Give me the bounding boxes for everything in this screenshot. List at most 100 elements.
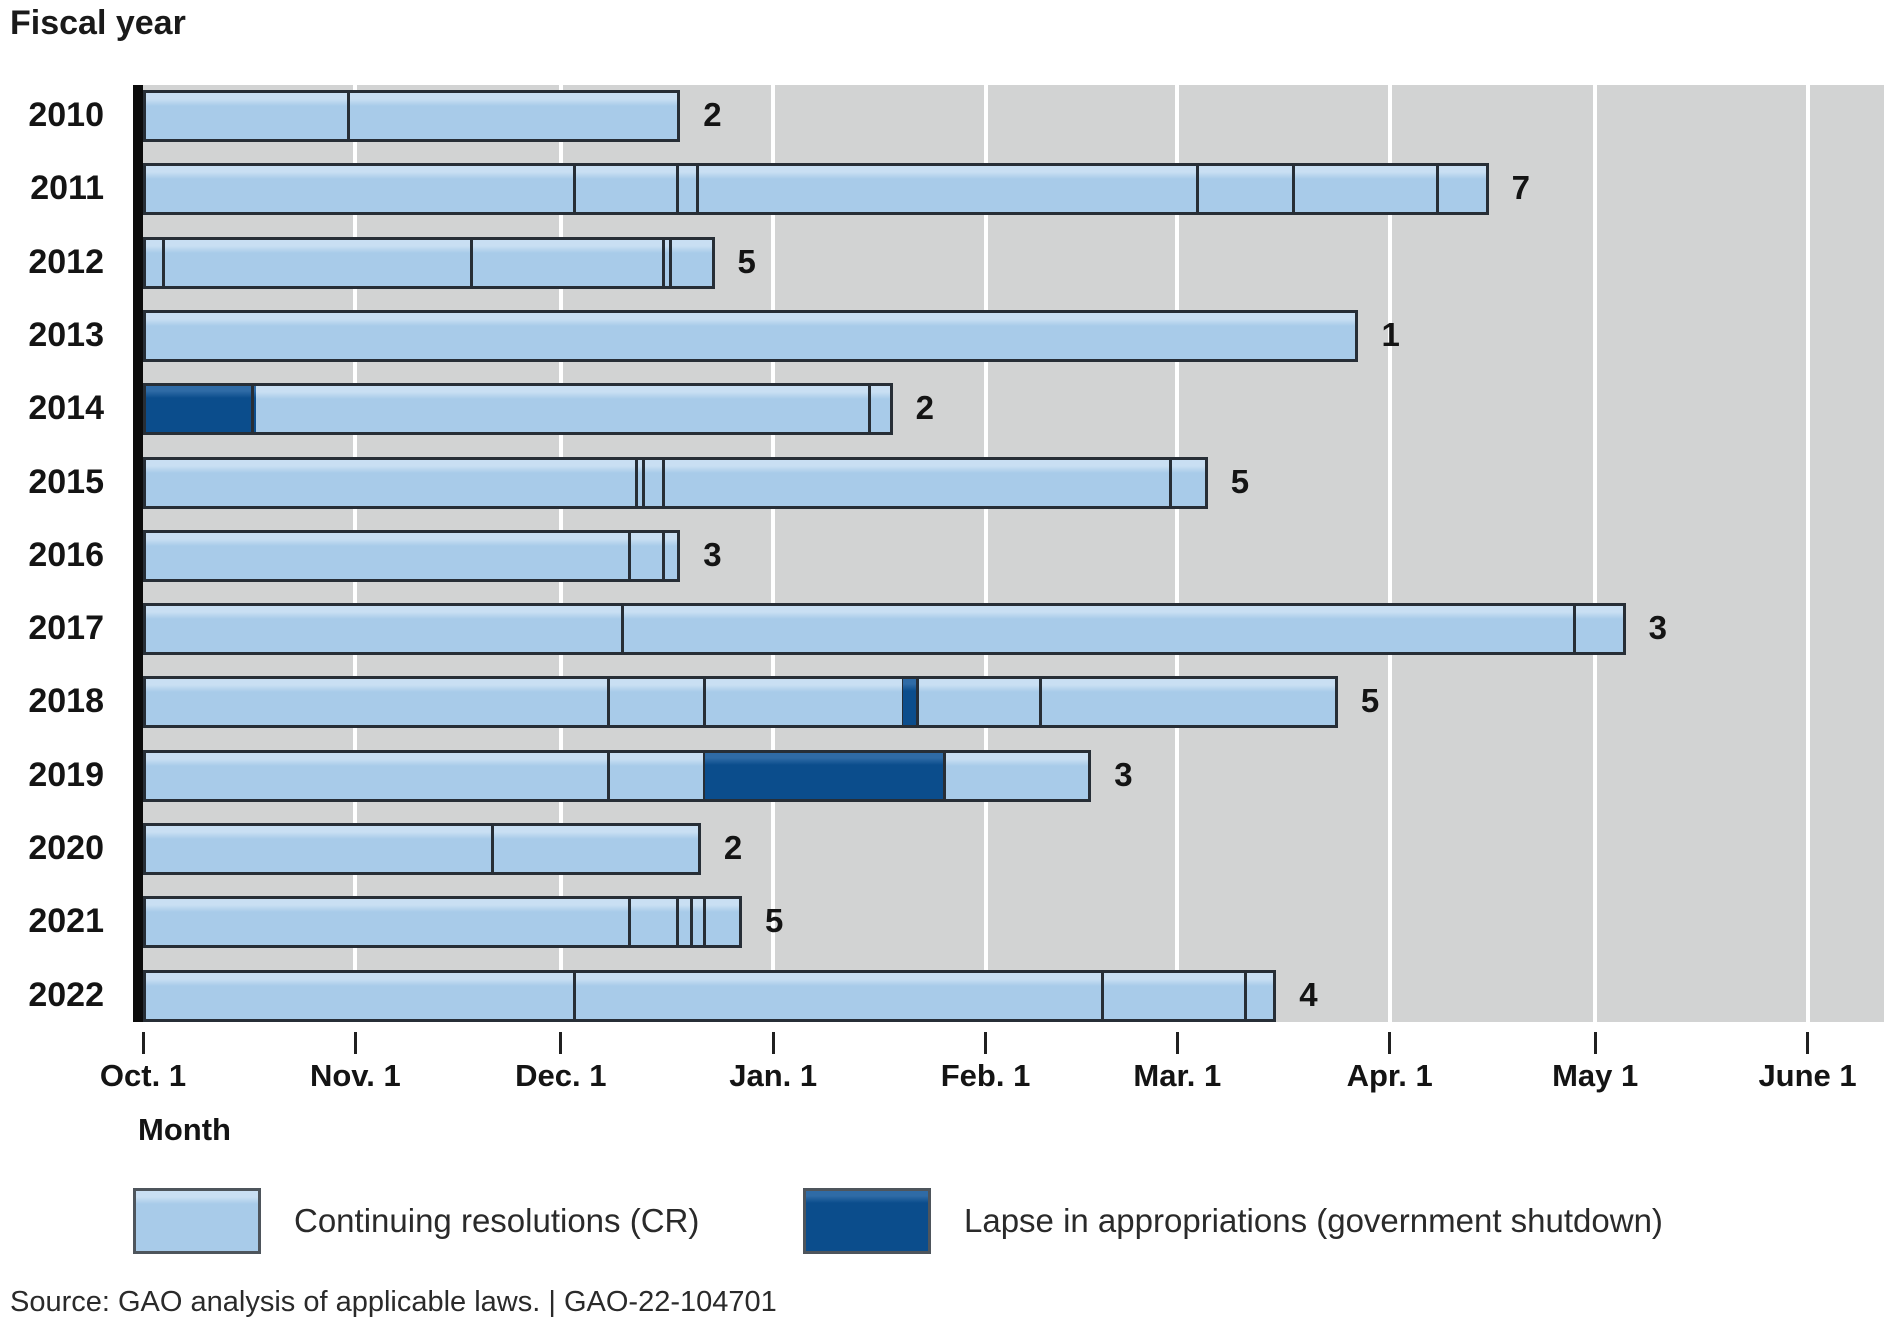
legend-swatch-cr <box>133 1188 261 1254</box>
segment-divider <box>1292 166 1296 213</box>
x-tick <box>559 1032 563 1054</box>
gridline-May1 <box>1593 85 1598 1022</box>
cr-count-label-2013: 1 <box>1381 315 1400 353</box>
x-tick <box>1806 1032 1810 1054</box>
segment-divider <box>1436 166 1440 213</box>
bar-row-2020 <box>143 823 701 875</box>
bar-row-2016 <box>143 529 681 582</box>
segment-divider <box>251 386 255 433</box>
segment-divider <box>703 899 707 946</box>
segment-divider <box>1196 166 1200 213</box>
legend-label-cr: Continuing resolutions (CR) <box>294 1202 700 1239</box>
segment-divider <box>347 93 350 139</box>
year-label-2013: 2013 <box>28 315 104 354</box>
year-label-2020: 2020 <box>28 829 104 867</box>
gridline-Feb1 <box>983 85 988 1022</box>
bar-segment-lapse-2018 <box>903 679 918 726</box>
cr-count-label-2019: 3 <box>1114 755 1133 793</box>
segment-divider <box>162 239 166 286</box>
segment-divider <box>607 679 611 726</box>
plot-area <box>133 85 1884 1022</box>
x-axis-month-label: Month <box>138 1112 231 1147</box>
x-tick <box>141 1032 145 1054</box>
bar-row-2013 <box>143 309 1359 362</box>
segment-divider <box>696 166 700 213</box>
bar-row-2010 <box>143 90 681 142</box>
x-tick-label: May 1 <box>1552 1058 1639 1093</box>
segment-divider <box>627 532 631 579</box>
segment-divider <box>662 239 666 286</box>
segment-divider <box>573 166 577 213</box>
cr-count-label-2017: 3 <box>1648 609 1667 647</box>
year-label-2018: 2018 <box>28 682 104 721</box>
bar-row-2019 <box>143 749 1092 802</box>
cr-count-label-2018: 5 <box>1360 682 1380 720</box>
gridline-Jan1 <box>771 85 776 1022</box>
segment-divider <box>1244 972 1248 1019</box>
segment-divider <box>703 679 707 726</box>
bar-row-2018 <box>143 676 1338 729</box>
segment-divider <box>573 972 577 1019</box>
cr-count-label-2012: 5 <box>737 242 756 280</box>
cr-count-label-2015: 5 <box>1230 462 1250 500</box>
x-tick-label: Jan. 1 <box>729 1058 818 1093</box>
x-tick <box>1593 1032 1597 1054</box>
segment-divider <box>627 899 631 946</box>
bar-row-2021 <box>143 896 742 949</box>
segment-divider <box>675 899 679 946</box>
x-tick-label: Feb. 1 <box>940 1058 1031 1093</box>
segment-divider <box>675 166 679 213</box>
bar-row-2012 <box>143 236 715 289</box>
segment-divider <box>607 752 611 799</box>
segment-divider <box>621 606 624 653</box>
segment-divider <box>1169 459 1172 506</box>
cr-count-label-2021: 5 <box>764 902 784 940</box>
gridline-June1 <box>1805 85 1810 1022</box>
segment-divider <box>1573 606 1577 653</box>
segment-divider <box>662 459 666 506</box>
year-label-2017: 2017 <box>28 609 104 648</box>
x-tick <box>353 1032 357 1054</box>
cr-count-label-2011: 7 <box>1511 169 1530 207</box>
bar-row-2022 <box>143 969 1277 1022</box>
bar-row-2011 <box>143 163 1489 216</box>
year-label-2016: 2016 <box>28 535 104 574</box>
year-label-2019: 2019 <box>28 755 104 794</box>
y-axis-line <box>133 85 143 1022</box>
x-tick-label: June 1 <box>1758 1058 1857 1093</box>
cr-count-label-2022: 4 <box>1299 975 1318 1013</box>
bar-segment-lapse-2019 <box>704 752 945 799</box>
bar-row-2014 <box>143 383 893 436</box>
segment-divider <box>662 532 666 579</box>
year-label-2011: 2011 <box>30 169 104 208</box>
gridline-Apr1 <box>1387 85 1392 1022</box>
segment-divider <box>634 459 638 506</box>
segment-divider <box>1100 972 1104 1019</box>
x-tick-label: Nov. 1 <box>309 1058 401 1093</box>
year-label-2014: 2014 <box>28 389 104 428</box>
x-tick <box>771 1032 775 1054</box>
x-tick <box>1388 1032 1392 1054</box>
legend-label-lapse: Lapse in appropriations (government shut… <box>964 1202 1663 1239</box>
segment-divider <box>689 899 693 946</box>
source-note: Source: GAO analysis of applicable laws.… <box>10 1286 777 1318</box>
segment-divider <box>470 239 474 286</box>
segment-divider <box>867 386 871 433</box>
bar-row-2017 <box>143 603 1626 656</box>
year-label-2021: 2021 <box>28 902 104 941</box>
x-tick-label: Mar. 1 <box>1133 1058 1222 1093</box>
cr-count-label-2020: 2 <box>723 829 743 866</box>
x-tick-label: Oct. 1 <box>99 1058 187 1093</box>
x-tick <box>1175 1032 1179 1054</box>
x-tick-label: Dec. 1 <box>515 1058 607 1093</box>
segment-divider <box>1038 679 1042 726</box>
cr-count-label-2016: 3 <box>703 535 722 573</box>
segment-divider <box>490 826 494 872</box>
segment-divider <box>915 679 919 726</box>
x-tick-label: Apr. 1 <box>1346 1058 1433 1093</box>
year-label-2010: 2010 <box>28 96 104 134</box>
bar-segment-lapse-2014 <box>146 386 256 433</box>
x-tick <box>984 1032 988 1054</box>
legend-swatch-lapse <box>803 1188 931 1254</box>
